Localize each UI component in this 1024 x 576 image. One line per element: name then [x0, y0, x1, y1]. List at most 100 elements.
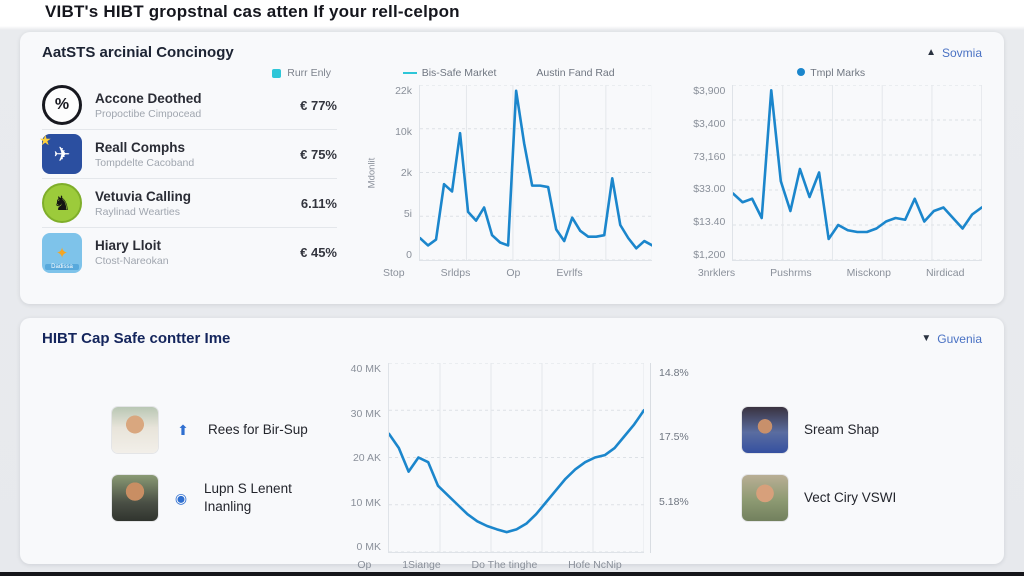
x-axis-ticks: Op 1Siange Do The tinghe Hofe NcNip	[342, 553, 702, 571]
legend-entry: Austin Fand Rad	[536, 67, 615, 79]
item-value: € 45%	[300, 245, 337, 260]
list-item[interactable]: % Accone Deothed Propoctibe Cimpocead € …	[42, 81, 337, 130]
ranking-list: Rurr Enly % Accone Deothed Propoctibe Ci…	[39, 65, 337, 279]
page-title: VIBT's HIBT gropstnal cas atten If your …	[45, 2, 460, 21]
line-series	[389, 363, 644, 552]
icon-glyph: ♞	[53, 192, 71, 215]
profile-row[interactable]: ⬆ Rees for Bir-Sup	[112, 407, 312, 453]
icon-glyph: ✦	[55, 244, 69, 262]
profile-row[interactable]: ◉ Lupn S Lenent Inanling	[112, 475, 312, 521]
x-tick: Op	[357, 559, 372, 571]
y-tick: $3,900	[693, 85, 726, 97]
panel1-sort-label: Sovmia	[941, 45, 982, 60]
plot-area	[732, 85, 982, 261]
analytics-panel: AatSTS arcinial Concinogy ▲ Sovmia Rurr …	[20, 32, 1004, 304]
item-title: Vetuvia Calling	[95, 188, 192, 204]
y-tick: 40 MK	[350, 363, 381, 375]
market-line-chart: Bis-Safe Market Austin Fand Rad Mdonlit …	[365, 65, 653, 279]
list-item[interactable]: ★ ✈ Reall Comphs Tompdelte Cacoband € 75…	[39, 130, 337, 179]
legend-entry: Tmpl Marks	[797, 67, 865, 79]
y-tick: $1,200	[693, 248, 726, 261]
cap-line-chart: 40 MK 30 MK 20 AK 10 MK 0 MK 14.8% 17.5%…	[342, 357, 702, 571]
star-icon: ★	[39, 132, 52, 148]
tile-label: Dadissa	[45, 263, 79, 270]
x-axis-ticks: 3nrklers Pushrms Misckonp Nirdicad	[680, 261, 982, 279]
list-item[interactable]: ♞ Vetuvia Calling Raylinad Wearties 6.11…	[42, 179, 337, 228]
profile-name: Rees for Bir-Sup	[208, 421, 308, 437]
profile-photo	[742, 475, 788, 521]
legend-label: Rurr Enly	[287, 67, 331, 79]
plot-area	[419, 85, 653, 261]
item-value: € 75%	[300, 146, 337, 162]
y-axis-ticks: 22k 10k 2k 5i 0	[379, 85, 419, 261]
cap-safe-panel: HIBT Cap Safe contter Ime ▼ Guvenia ⬆ Re…	[20, 318, 1004, 571]
x-tick: 3nrklers	[697, 267, 736, 279]
item-title: Hiary Lloit	[95, 238, 162, 253]
profile-name: Lupn S Lenent Inanling	[204, 480, 292, 514]
list-legend: Rurr Enly	[42, 65, 331, 81]
y-axis-ticks: 40 MK 30 MK 20 AK 10 MK 0 MK	[342, 363, 388, 553]
right-tick: 17.5%	[659, 431, 689, 444]
line-series	[733, 85, 982, 260]
icon-glyph: %	[54, 96, 70, 113]
legend-entry: Bis-Safe Market	[402, 67, 496, 79]
y-axis-ticks: $3,900 $3,400 73,160 $33.00 $13.40 $1,20…	[680, 85, 732, 261]
list-item[interactable]: ✦ Dadissa Hiary Lloit Ctost-Nareokan € 4…	[42, 228, 337, 277]
panel1-sort-button[interactable]: ▲ Sovmia	[926, 46, 982, 60]
y-tick: 20 AK	[352, 452, 381, 464]
profiles-right: Sream Shap Vect Ciry VSWI	[732, 357, 982, 571]
profile-row[interactable]: Vect Ciry VSWI	[742, 475, 982, 521]
percent-circle-icon: %	[42, 85, 82, 125]
x-tick: Pushrms	[770, 267, 812, 279]
y-tick: $33.00	[693, 183, 726, 196]
item-text: Accone Deothed Propoctibe Cimpocead	[95, 91, 287, 120]
x-tick: Nirdicad	[925, 267, 965, 279]
star-bird-icon: ★ ✈	[39, 132, 82, 174]
item-subtitle: Propoctibe Cimpocead	[95, 107, 202, 120]
right-tick: 14.8%	[659, 366, 689, 379]
item-subtitle: Tompdelte Cacoband	[95, 156, 195, 169]
x-tick: Evrlfs	[556, 267, 583, 279]
x-tick: Stop	[382, 267, 405, 279]
x-axis-ticks: Stop Srldps Op Evrlfs	[365, 261, 652, 279]
globe-badge-icon: ◉	[174, 489, 188, 506]
sort-asc-icon: ▲	[926, 47, 936, 58]
profile-name: Sream Shap	[804, 421, 880, 437]
panel2-sort-button[interactable]: ▼ Guvenia	[921, 332, 982, 346]
item-text: Hiary Lloit Ctost-Nareokan	[95, 238, 287, 267]
chart2-legend: Tmpl Marks	[680, 65, 982, 81]
item-subtitle: Ctost-Nareokan	[95, 255, 169, 267]
panel1-title: AatSTS arcinial Concinogy	[42, 44, 234, 61]
y-tick: $3,400	[693, 117, 726, 130]
chart1-legend: Bis-Safe Market Austin Fand Rad	[365, 65, 652, 81]
x-tick: Srldps	[440, 267, 471, 279]
x-tick: Misckonp	[846, 267, 891, 279]
right-tick: 5.18%	[659, 496, 689, 508]
coin-tile-icon: ✦ Dadissa	[42, 232, 82, 273]
sort-desc-icon: ▼	[921, 333, 932, 344]
y-tick: 10 MK	[350, 496, 381, 509]
panel2-title: HIBT Cap Safe contter Ime	[42, 330, 231, 347]
y-axis-label: Mdonlit	[366, 157, 378, 189]
line-swatch-icon	[402, 72, 417, 75]
item-text: Reall Comphs Tompdelte Cacoband	[95, 140, 287, 169]
line-series	[420, 85, 652, 260]
item-value: € 77%	[300, 97, 337, 113]
item-value: 6.11%	[300, 195, 337, 211]
item-title: Reall Comphs	[95, 139, 186, 155]
x-tick: 1Siange	[402, 559, 441, 571]
profile-photo	[112, 475, 158, 521]
profile-photo	[742, 407, 788, 453]
y-tick: 73,160	[693, 150, 726, 163]
marks-line-chart: Tmpl Marks $3,900 $3,400 73,160 $33.00 $…	[680, 65, 982, 279]
profile-row[interactable]: Sream Shap	[742, 407, 982, 453]
item-title: Accone Deothed	[95, 90, 202, 106]
y-tick: 30 MK	[350, 407, 381, 420]
profile-name: Vect Ciry VSWI	[804, 489, 897, 505]
y-tick: $13.40	[693, 216, 726, 229]
y-tick: 2k	[400, 167, 412, 179]
y-tick: 22k	[395, 85, 412, 97]
x-tick: Op	[506, 267, 521, 279]
screen-edge	[0, 572, 1024, 576]
profile-photo	[112, 407, 158, 453]
